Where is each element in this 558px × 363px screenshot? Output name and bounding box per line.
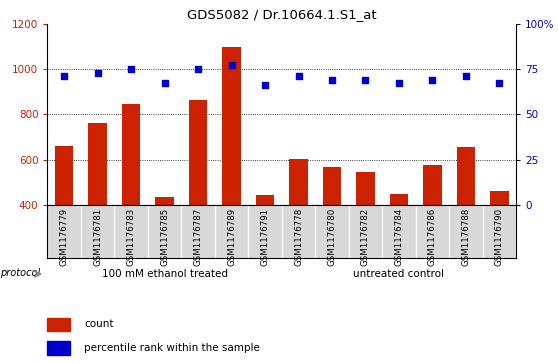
Bar bbox=[356, 172, 375, 205]
Point bbox=[294, 73, 303, 79]
Bar bbox=[55, 146, 74, 205]
Text: GSM1176780: GSM1176780 bbox=[328, 208, 336, 266]
Text: GSM1176781: GSM1176781 bbox=[93, 208, 102, 266]
Bar bbox=[289, 159, 308, 205]
Point bbox=[160, 81, 169, 86]
Text: GSM1176783: GSM1176783 bbox=[127, 208, 136, 266]
Bar bbox=[389, 195, 408, 205]
Point bbox=[261, 82, 270, 88]
Point bbox=[194, 66, 203, 72]
Text: GSM1176785: GSM1176785 bbox=[160, 208, 169, 266]
Text: GSM1176790: GSM1176790 bbox=[495, 208, 504, 266]
Text: GSM1176787: GSM1176787 bbox=[194, 208, 203, 266]
Text: GSM1176784: GSM1176784 bbox=[395, 208, 403, 266]
Text: protocol: protocol bbox=[0, 268, 40, 278]
Text: count: count bbox=[84, 319, 113, 330]
Point bbox=[395, 81, 403, 86]
Point bbox=[93, 70, 102, 76]
Bar bbox=[456, 147, 475, 205]
Bar bbox=[222, 48, 241, 205]
Bar bbox=[423, 166, 442, 205]
Point bbox=[361, 77, 370, 83]
Text: percentile rank within the sample: percentile rank within the sample bbox=[84, 343, 260, 353]
Bar bbox=[256, 195, 274, 205]
Bar bbox=[88, 123, 107, 205]
Point bbox=[461, 73, 470, 79]
Point bbox=[60, 73, 69, 79]
Title: GDS5082 / Dr.10664.1.S1_at: GDS5082 / Dr.10664.1.S1_at bbox=[187, 8, 377, 21]
Text: 100 mM ethanol treated: 100 mM ethanol treated bbox=[102, 269, 228, 279]
Bar bbox=[122, 104, 141, 205]
Text: GSM1176789: GSM1176789 bbox=[227, 208, 236, 266]
Text: untreated control: untreated control bbox=[353, 269, 445, 279]
Bar bbox=[47, 318, 70, 331]
Bar bbox=[155, 197, 174, 205]
Text: GSM1176788: GSM1176788 bbox=[461, 208, 470, 266]
Bar bbox=[490, 191, 509, 205]
Point bbox=[428, 77, 437, 83]
Text: GSM1176791: GSM1176791 bbox=[261, 208, 270, 266]
Text: GSM1176778: GSM1176778 bbox=[294, 208, 303, 266]
Text: GSM1176786: GSM1176786 bbox=[428, 208, 437, 266]
Text: GSM1176782: GSM1176782 bbox=[361, 208, 370, 266]
Text: GSM1176779: GSM1176779 bbox=[60, 208, 69, 266]
Point bbox=[328, 77, 336, 83]
Bar bbox=[47, 342, 70, 355]
Bar bbox=[323, 167, 341, 205]
Point bbox=[495, 81, 504, 86]
Point bbox=[227, 62, 236, 68]
Point bbox=[127, 66, 136, 72]
Bar bbox=[189, 99, 208, 205]
